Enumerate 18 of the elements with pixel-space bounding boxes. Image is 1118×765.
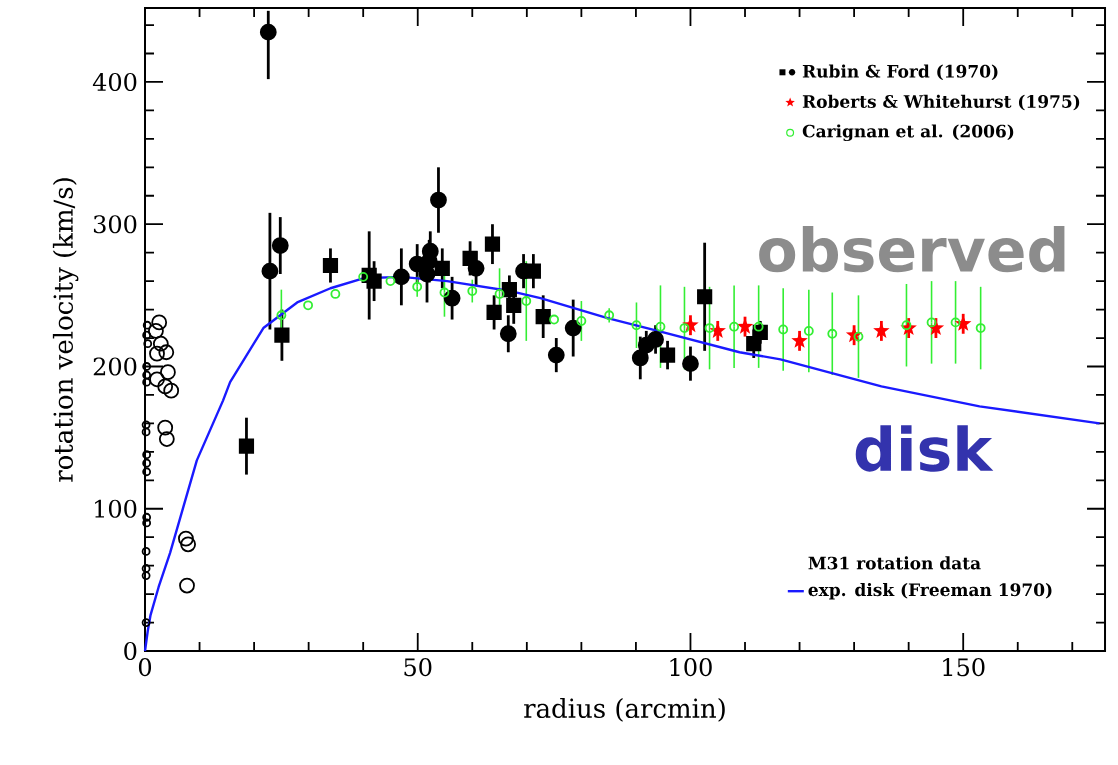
x-tick-label: 100 <box>670 658 712 677</box>
y-tick-label: 100 <box>95 499 137 518</box>
legend-label: Carignan et al. (2006) <box>802 124 1014 142</box>
x-axis-title: radius (arcmin) <box>524 697 725 722</box>
legend-label: Roberts & Whitehurst (1975) <box>802 94 1080 111</box>
x-tick-label: 0 <box>138 658 152 677</box>
x-tick-label: 50 <box>404 658 432 677</box>
y-tick-label: 300 <box>93 215 137 234</box>
y-axis-title: rotation velocity (km/s) <box>52 178 79 482</box>
legend-label: Rubin & Ford (1970) <box>802 64 998 81</box>
annotation: M31 rotation data <box>808 556 981 570</box>
y-tick-label: 200 <box>93 357 137 376</box>
legend-label: exp. disk (Freeman 1970) <box>808 582 1052 600</box>
y-tick-label: 0 <box>124 641 137 661</box>
y-tick-label: 400 <box>92 72 137 92</box>
annotation: observed <box>759 225 1065 273</box>
x-tick-label: 150 <box>943 658 985 677</box>
annotation: disk <box>855 425 994 472</box>
